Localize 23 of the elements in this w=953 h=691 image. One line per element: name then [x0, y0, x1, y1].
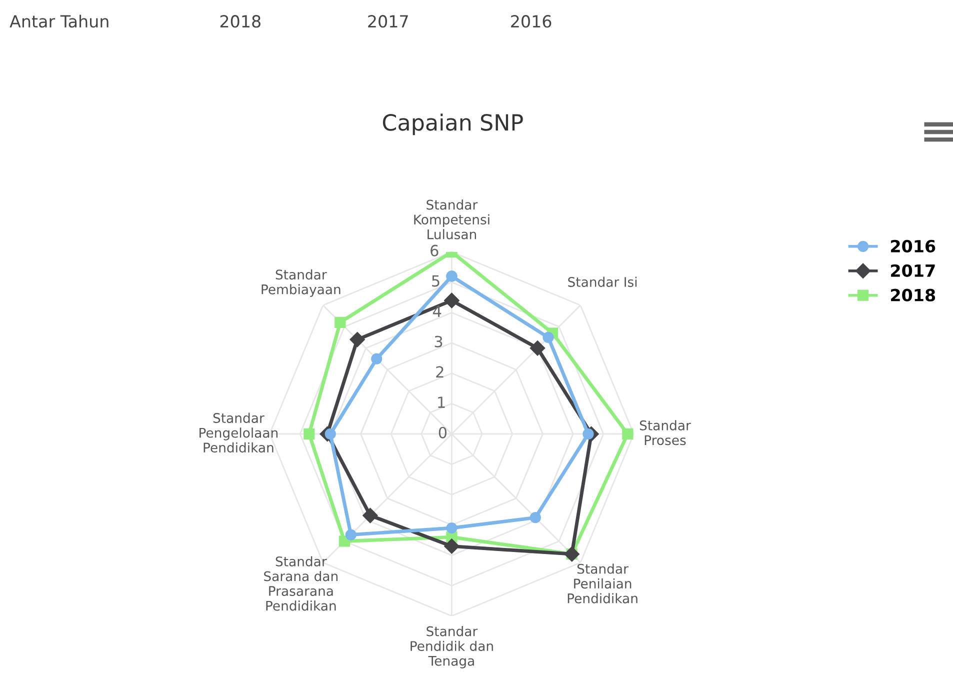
y-tick-label: 6	[430, 244, 438, 256]
text: 2018	[220, 15, 260, 28]
spoke-label: Standar Isi	[568, 276, 637, 287]
y-tick-label: 3	[434, 336, 442, 348]
spoke-label: Standar Penilaian Pendidikan	[568, 564, 638, 604]
chart-title: Capaian SNP	[382, 114, 523, 136]
legend-label: 2016	[891, 240, 936, 252]
spoke-label: Standar Pengelolaan Pendidikan	[200, 412, 278, 453]
legend-label: 2017	[891, 264, 935, 277]
y-tick-label: 2	[436, 366, 444, 378]
spoke-label: Standar Sarana dan Prasarana Pendidikan	[264, 556, 338, 611]
legend-label: 2018	[891, 288, 936, 302]
spoke-label: Standar Pendidik dan Tenaga	[410, 626, 493, 668]
text: Antar Tahun	[10, 14, 108, 28]
y-tick-label: 0	[438, 426, 447, 438]
text: 2017	[368, 15, 408, 28]
spoke-label: Standar Pembiayaan	[262, 269, 340, 297]
spoke-label: Standar Kompetensi Lulusan	[414, 200, 490, 240]
y-tick-label: 5	[432, 275, 440, 287]
text: 2016	[511, 15, 552, 28]
spoke-label: Standar Proses	[640, 420, 691, 446]
y-tick-label: 4	[433, 306, 442, 317]
y-tick-label: 1	[438, 396, 445, 408]
